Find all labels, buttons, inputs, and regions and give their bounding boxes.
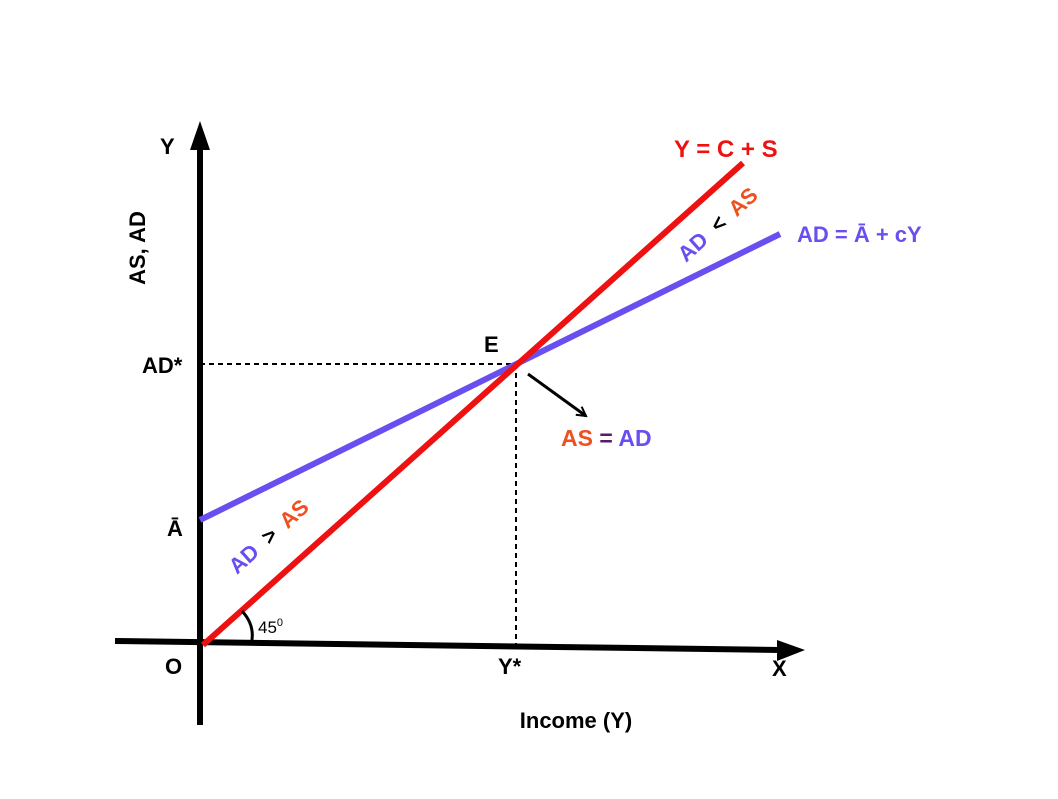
equilibrium-point-label: E <box>484 332 499 357</box>
upper-as-text: AS <box>723 182 762 221</box>
as-line-label: Y = C + S <box>674 136 778 163</box>
x-axis <box>114 638 781 653</box>
x-axis-title: Income (Y) <box>520 708 632 733</box>
origin-label: O <box>165 654 182 679</box>
y-axis-letter: Y <box>160 134 175 159</box>
eq-as-text: AS <box>561 425 593 451</box>
y-star-label: Y* <box>498 654 522 679</box>
svg-text:AD < AS: AD < AS <box>673 182 763 267</box>
x-axis-letter: X <box>772 656 787 681</box>
upper-ad-text: AD <box>673 227 713 267</box>
lower-op-text: > <box>256 522 282 549</box>
y-axis-arrowhead <box>190 121 210 150</box>
lower-as-text: AS <box>274 494 313 533</box>
equilibrium-condition: AS = AD <box>561 425 652 451</box>
as-45-line <box>201 160 745 648</box>
a-bar-label: Ā <box>167 516 183 541</box>
ad-star-label: AD* <box>142 353 183 378</box>
upper-op-text: < <box>705 210 731 237</box>
ad-line <box>198 231 782 523</box>
svg-text:AD > AS: AD > AS <box>224 494 314 579</box>
lower-region-label: AD > AS <box>224 494 314 579</box>
eq-ad-text: AD <box>618 425 651 451</box>
eq-sign-text: = <box>599 425 612 451</box>
angle-label: 450 <box>258 617 283 637</box>
y-axis-title: AS, AD <box>125 211 150 285</box>
lower-ad-text: AD <box>224 539 264 579</box>
x-axis-arrowhead <box>777 640 805 661</box>
angle-arc <box>240 609 254 646</box>
upper-region-label: AD < AS <box>673 182 763 267</box>
equilibrium-pointer-arrow <box>527 372 586 418</box>
ad-line-label: AD = Ā + cY <box>797 222 922 247</box>
